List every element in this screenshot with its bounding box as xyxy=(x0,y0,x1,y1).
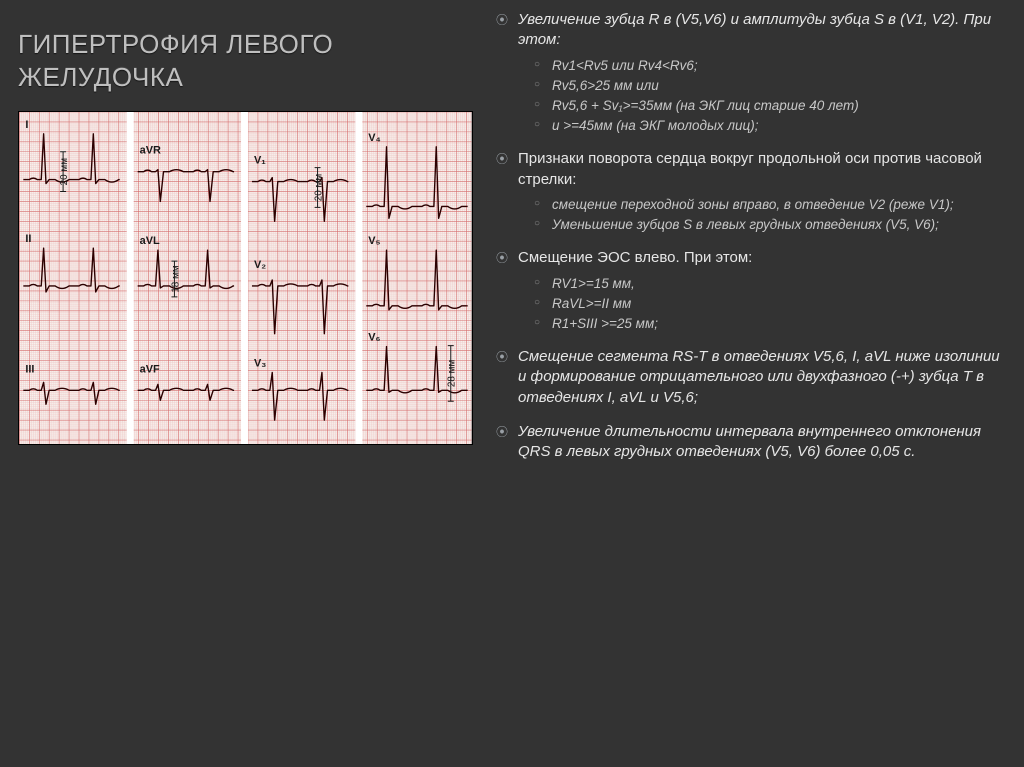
svg-text:II: II xyxy=(25,233,31,245)
bullet-2-sub-1: смещение переходной зоны вправо, в отвед… xyxy=(518,196,1002,214)
title-line-2: ЖЕЛУДОЧКА xyxy=(18,62,183,92)
svg-text:V₃: V₃ xyxy=(254,357,266,369)
bullet-5-text: Увеличение длительности интервала внутре… xyxy=(518,423,981,460)
svg-text:III: III xyxy=(25,363,34,375)
bullet-4: Смещение сегмента RS-T в отведениях V5,6… xyxy=(494,347,1002,408)
bullet-1-sub-3: Rv5,6 + Sv₁>=35мм (на ЭКГ лиц старше 40 … xyxy=(518,97,1002,115)
svg-text:V₄: V₄ xyxy=(368,132,381,144)
svg-text:V₆: V₆ xyxy=(368,332,380,344)
bullet-3-sub-3: R1+SIII >=25 мм; xyxy=(518,315,1002,333)
bullet-1-sub-1: Rv1<Rv5 или Rv4<Rv6; xyxy=(518,57,1002,75)
svg-text:V₁: V₁ xyxy=(254,155,266,167)
svg-text:V₂: V₂ xyxy=(254,259,266,271)
content-region: Увеличение зубца R в (V5,V6) и амплитуды… xyxy=(490,0,1024,767)
bullet-3-text: Смещение ЭОС влево. При этом: xyxy=(518,249,752,266)
svg-text:I: I xyxy=(25,119,28,131)
svg-text:18 мм: 18 мм xyxy=(170,265,181,293)
bullet-2-sub-2: Уменьшение зубцов S в левых грудных отве… xyxy=(518,216,1002,234)
svg-text:aVF: aVF xyxy=(140,363,160,375)
svg-text:28 мм: 28 мм xyxy=(447,360,458,388)
bullet-4-text: Смещение сегмента RS-T в отведениях V5,6… xyxy=(518,348,1000,406)
bullet-2: Признаки поворота сердца вокруг продольн… xyxy=(494,149,1002,234)
bullet-1-sub-2: Rv5,6>25 мм или xyxy=(518,77,1002,95)
bullet-1-text: Увеличение зубца R в (V5,V6) и амплитуды… xyxy=(518,11,991,48)
bullet-3-sub-1: RV1>=15 мм, xyxy=(518,275,1002,293)
bullet-2-text: Признаки поворота сердца вокруг продольн… xyxy=(518,150,982,187)
svg-text:aVL: aVL xyxy=(140,235,160,247)
bullet-3-sub-2: RaVL>=II мм xyxy=(518,295,1002,313)
page-title: ГИПЕРТРОФИЯ ЛЕВОГО ЖЕЛУДОЧКА xyxy=(18,28,478,93)
ecg-figure: IIIIII20 ммaVRaVLaVF18 ммV₁V₂V₃20 ммV₄V₅… xyxy=(18,111,473,445)
bullet-1: Увеличение зубца R в (V5,V6) и амплитуды… xyxy=(494,10,1002,135)
svg-text:aVR: aVR xyxy=(140,145,161,157)
svg-text:20 мм: 20 мм xyxy=(59,158,70,186)
svg-text:20 мм: 20 мм xyxy=(314,174,325,202)
bullet-3: Смещение ЭОС влево. При этом: RV1>=15 мм… xyxy=(494,248,1002,333)
svg-text:V₅: V₅ xyxy=(368,235,380,247)
bullet-1-sub-4: и >=45мм (на ЭКГ молодых лиц); xyxy=(518,117,1002,135)
title-line-1: ГИПЕРТРОФИЯ ЛЕВОГО xyxy=(18,29,333,59)
bullet-5: Увеличение длительности интервала внутре… xyxy=(494,422,1002,463)
